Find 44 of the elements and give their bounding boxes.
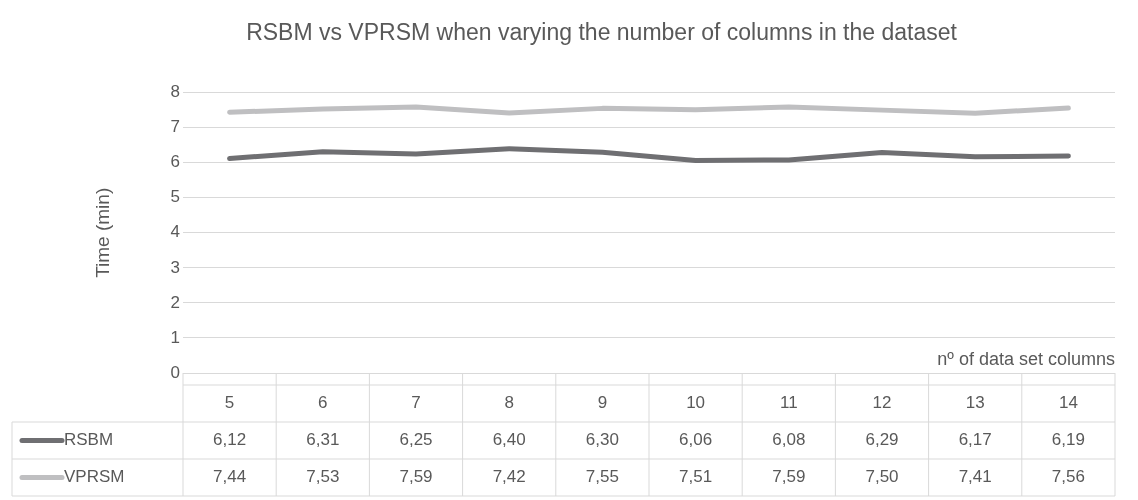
y-tick-label: 3	[170, 257, 180, 277]
data-label: 7,50	[865, 467, 899, 487]
y-tick-label: 1	[170, 327, 180, 347]
legend-label: VPRSM	[64, 467, 125, 487]
data-label: 6,30	[585, 430, 619, 450]
x-tick-label: 9	[597, 393, 608, 413]
data-label: 7,56	[1051, 467, 1085, 487]
data-label: 6,12	[213, 430, 247, 450]
y-tick-label: 6	[170, 152, 180, 172]
y-tick-label: 2	[170, 292, 180, 312]
x-tick-label: 13	[965, 393, 985, 413]
y-tick-label: 0	[170, 362, 180, 382]
x-tick-label: 8	[504, 393, 514, 413]
data-label: 6,08	[772, 430, 806, 450]
y-axis-title: Time (min)	[91, 187, 113, 278]
y-tick-label: 8	[170, 82, 180, 102]
data-label: 6,17	[958, 430, 992, 450]
data-label: 6,25	[399, 430, 433, 450]
data-label: 7,59	[772, 467, 806, 487]
data-label: 6,06	[679, 430, 713, 450]
y-tick-label: 7	[170, 117, 180, 137]
data-label: 7,51	[679, 467, 713, 487]
y-tick-label: 5	[170, 187, 180, 207]
data-label: 7,42	[492, 467, 526, 487]
data-label: 6,19	[1051, 430, 1085, 450]
data-label: 6,29	[865, 430, 899, 450]
x-axis-title: nº of data set columns	[937, 348, 1115, 369]
x-tick-label: 6	[318, 393, 328, 413]
legend-label: RSBM	[64, 430, 114, 450]
y-tick-label: 4	[170, 222, 180, 242]
x-tick-label: 12	[872, 393, 892, 413]
x-tick-label: 5	[224, 393, 235, 413]
x-tick-label: 10	[686, 393, 706, 413]
x-tick-label: 7	[411, 393, 421, 413]
x-tick-label: 11	[779, 393, 798, 413]
data-label: 7,55	[585, 467, 619, 487]
data-label: 7,41	[958, 467, 992, 487]
x-tick-label: 14	[1058, 393, 1078, 413]
data-label: 6,40	[492, 430, 526, 450]
data-label: 6,31	[306, 430, 340, 450]
data-label: 7,44	[213, 467, 247, 487]
data-label: 7,59	[399, 467, 433, 487]
chart-title: RSBM vs VPRSM when varying the number of columns in the dataset	[246, 19, 958, 46]
data-label: 7,53	[306, 467, 340, 487]
